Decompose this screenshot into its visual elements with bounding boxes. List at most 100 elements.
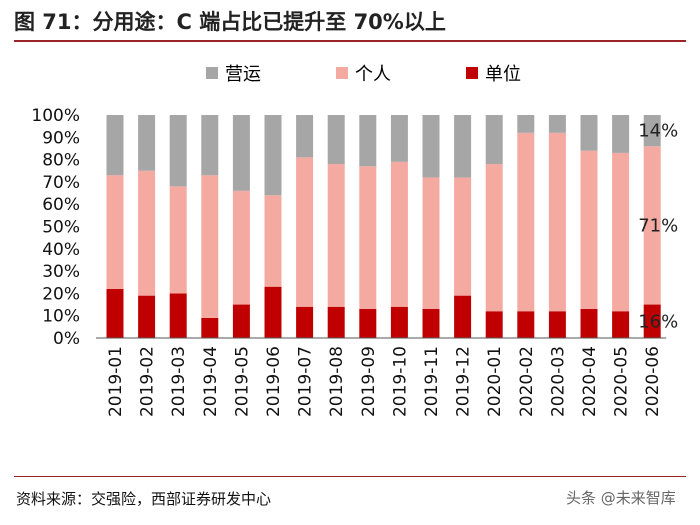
bar-segment-2020-01-单位 [485,311,503,338]
bar-segment-2020-04-单位 [580,309,598,338]
bar-segment-2019-02-单位 [138,295,156,338]
y-tick-label: 70% [42,173,80,193]
bar-segment-2020-06-单位 [643,304,661,338]
bar-segment-2019-10-个人 [390,161,408,307]
bar-segment-2019-06-单位 [264,286,282,338]
y-tick-label: 60% [42,195,80,215]
bar-segment-2019-03-单位 [169,293,187,338]
bar-segment-2020-05-单位 [612,311,630,338]
figure-title: 图 71：分用途：C 端占比已提升至 70%以上 [14,10,446,34]
stacked-bar-chart: 0%10% 20%30%40%50% 60%70%80% 90%100% 2019-01… [31,106,678,417]
x-tick-label: 2020-02 [517,346,537,417]
bar-segment-2019-12-单位 [454,295,472,338]
x-tick-label: 2020-04 [580,346,600,417]
x-tick-label: 2019-09 [359,346,379,417]
bar-segment-2019-06-营运 [264,115,282,196]
bar-segment-2020-01-营运 [485,115,503,165]
watermark: 头条 @未来智库 [566,489,676,507]
bar-segment-2020-06-个人 [643,146,661,305]
y-tick-label: 20% [42,284,80,304]
legend-item-geren: 个人 [336,60,391,86]
bar-segment-2019-05-单位 [232,304,250,338]
bar-segment-2019-02-营运 [138,115,156,171]
x-tick-label: 2019-06 [264,346,284,417]
y-tick-label: 80% [42,151,80,171]
x-tick-label: 2019-04 [201,346,221,417]
bar-segment-2019-10-单位 [390,306,408,338]
y-tick-label: 90% [42,128,80,148]
x-tick-label: 2019-07 [296,346,316,417]
bar-segment-2019-03-营运 [169,115,187,187]
bar-segment-2019-10-营运 [390,115,408,162]
legend-item-danwei: 单位 [466,60,521,86]
bar-segment-2020-03-单位 [548,311,566,338]
bar-segment-2019-11-营运 [422,115,440,178]
bar-segment-2020-05-营运 [612,115,630,153]
data-label-单位: 16% [638,311,678,332]
x-tick-label: 2019-10 [390,346,410,417]
y-tick-label: 30% [42,262,80,282]
legend-label-geren: 个人 [355,64,391,85]
x-tick-label: 2019-03 [169,346,189,417]
bar-segment-2020-03-个人 [548,132,566,312]
legend-swatch-yingyun [206,67,218,79]
x-tick-label: 2020-03 [548,346,568,417]
bar-segment-2020-02-个人 [517,132,535,312]
bar-segment-2019-05-个人 [232,190,250,305]
bar-segment-2020-03-营运 [548,115,566,133]
bar-segment-2019-09-个人 [359,166,377,310]
x-tick-label: 2020-01 [485,346,505,417]
y-tick-label: 40% [42,240,80,260]
bar-segment-2019-11-个人 [422,177,440,310]
bar-segment-2019-03-个人 [169,186,187,294]
bar-segment-2019-11-单位 [422,309,440,338]
bar-segment-2019-04-单位 [201,317,219,338]
bar-segment-2020-04-营运 [580,115,598,151]
bar-segment-2020-01-个人 [485,164,503,312]
bar-segment-2019-07-单位 [296,306,314,338]
bar-segment-2019-02-个人 [138,170,156,296]
title-rule [14,40,686,42]
bar-segment-2020-06-营运 [643,115,661,147]
bar-segment-2019-06-个人 [264,195,282,287]
bar-segment-2019-04-个人 [201,175,219,318]
x-tick-label: 2019-05 [232,346,252,417]
source-note: 资料来源：交强险，西部证券研发中心 [16,490,272,508]
bar-segment-2019-08-单位 [327,306,345,338]
y-tick-label: 10% [42,307,80,327]
legend-label-danwei: 单位 [485,64,521,85]
bar-segment-2019-01-营运 [106,115,124,176]
legend-item-yingyun: 营运 [206,60,261,86]
data-label-个人: 71% [638,215,678,236]
x-tick-label: 2019-11 [422,346,442,417]
legend-swatch-danwei [466,67,478,79]
footer-rule [14,476,686,477]
y-tick-label: 100% [31,106,80,126]
bar-segment-2019-12-营运 [454,115,472,178]
bar-segment-2019-07-营运 [296,115,314,158]
bar-segment-2019-09-单位 [359,309,377,338]
bar-segment-2019-08-营运 [327,115,345,165]
x-tick-label: 2020-06 [643,346,663,417]
x-tick-label: 2019-02 [138,346,158,417]
bar-segment-2019-07-个人 [296,157,314,307]
x-tick-label: 2019-08 [327,346,347,417]
legend-swatch-geren [336,67,348,79]
data-label-营运: 14% [638,121,678,142]
bar-segment-2020-02-单位 [517,311,535,338]
bar-segment-2019-12-个人 [454,177,472,296]
x-tick-label: 2019-01 [106,346,126,417]
bar-segment-2020-05-个人 [612,152,630,312]
x-tick-label: 2020-05 [612,346,632,417]
legend: 营运 个人 单位 [0,60,700,88]
bar-segment-2019-08-个人 [327,164,345,307]
bar-segment-2019-05-营运 [232,115,250,191]
bar-segment-2019-01-个人 [106,175,124,289]
x-tick-label: 2019-12 [454,346,474,417]
legend-label-yingyun: 营运 [225,64,261,85]
bar-segment-2020-02-营运 [517,115,535,133]
y-tick-label: 50% [42,218,80,238]
bar-segment-2020-04-个人 [580,150,598,310]
y-tick-label: 0% [53,329,80,349]
bar-segment-2019-09-营运 [359,115,377,167]
